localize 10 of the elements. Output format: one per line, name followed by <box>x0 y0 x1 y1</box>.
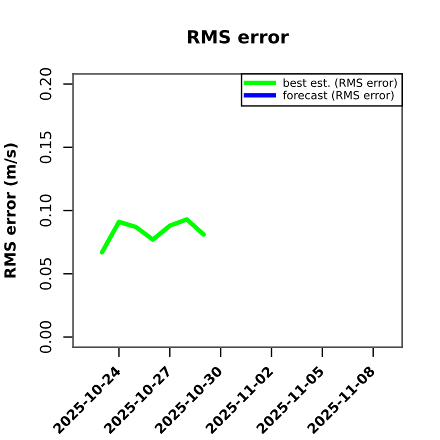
chart-title: RMS error <box>188 30 289 44</box>
y-tick-label: 0.00 <box>40 321 52 354</box>
y-tick-label: 0.20 <box>40 68 52 100</box>
legend-label: best est. (RMS error) <box>284 78 397 88</box>
y-tick-label: 0.15 <box>40 132 52 164</box>
line-series <box>100 217 206 255</box>
y-axis-title: RMS error (m/s) <box>4 144 18 278</box>
y-tick-label: 0.05 <box>40 258 52 290</box>
y-tick-label: 0.10 <box>40 194 52 227</box>
legend-label: forecast (RMS error) <box>282 90 394 101</box>
